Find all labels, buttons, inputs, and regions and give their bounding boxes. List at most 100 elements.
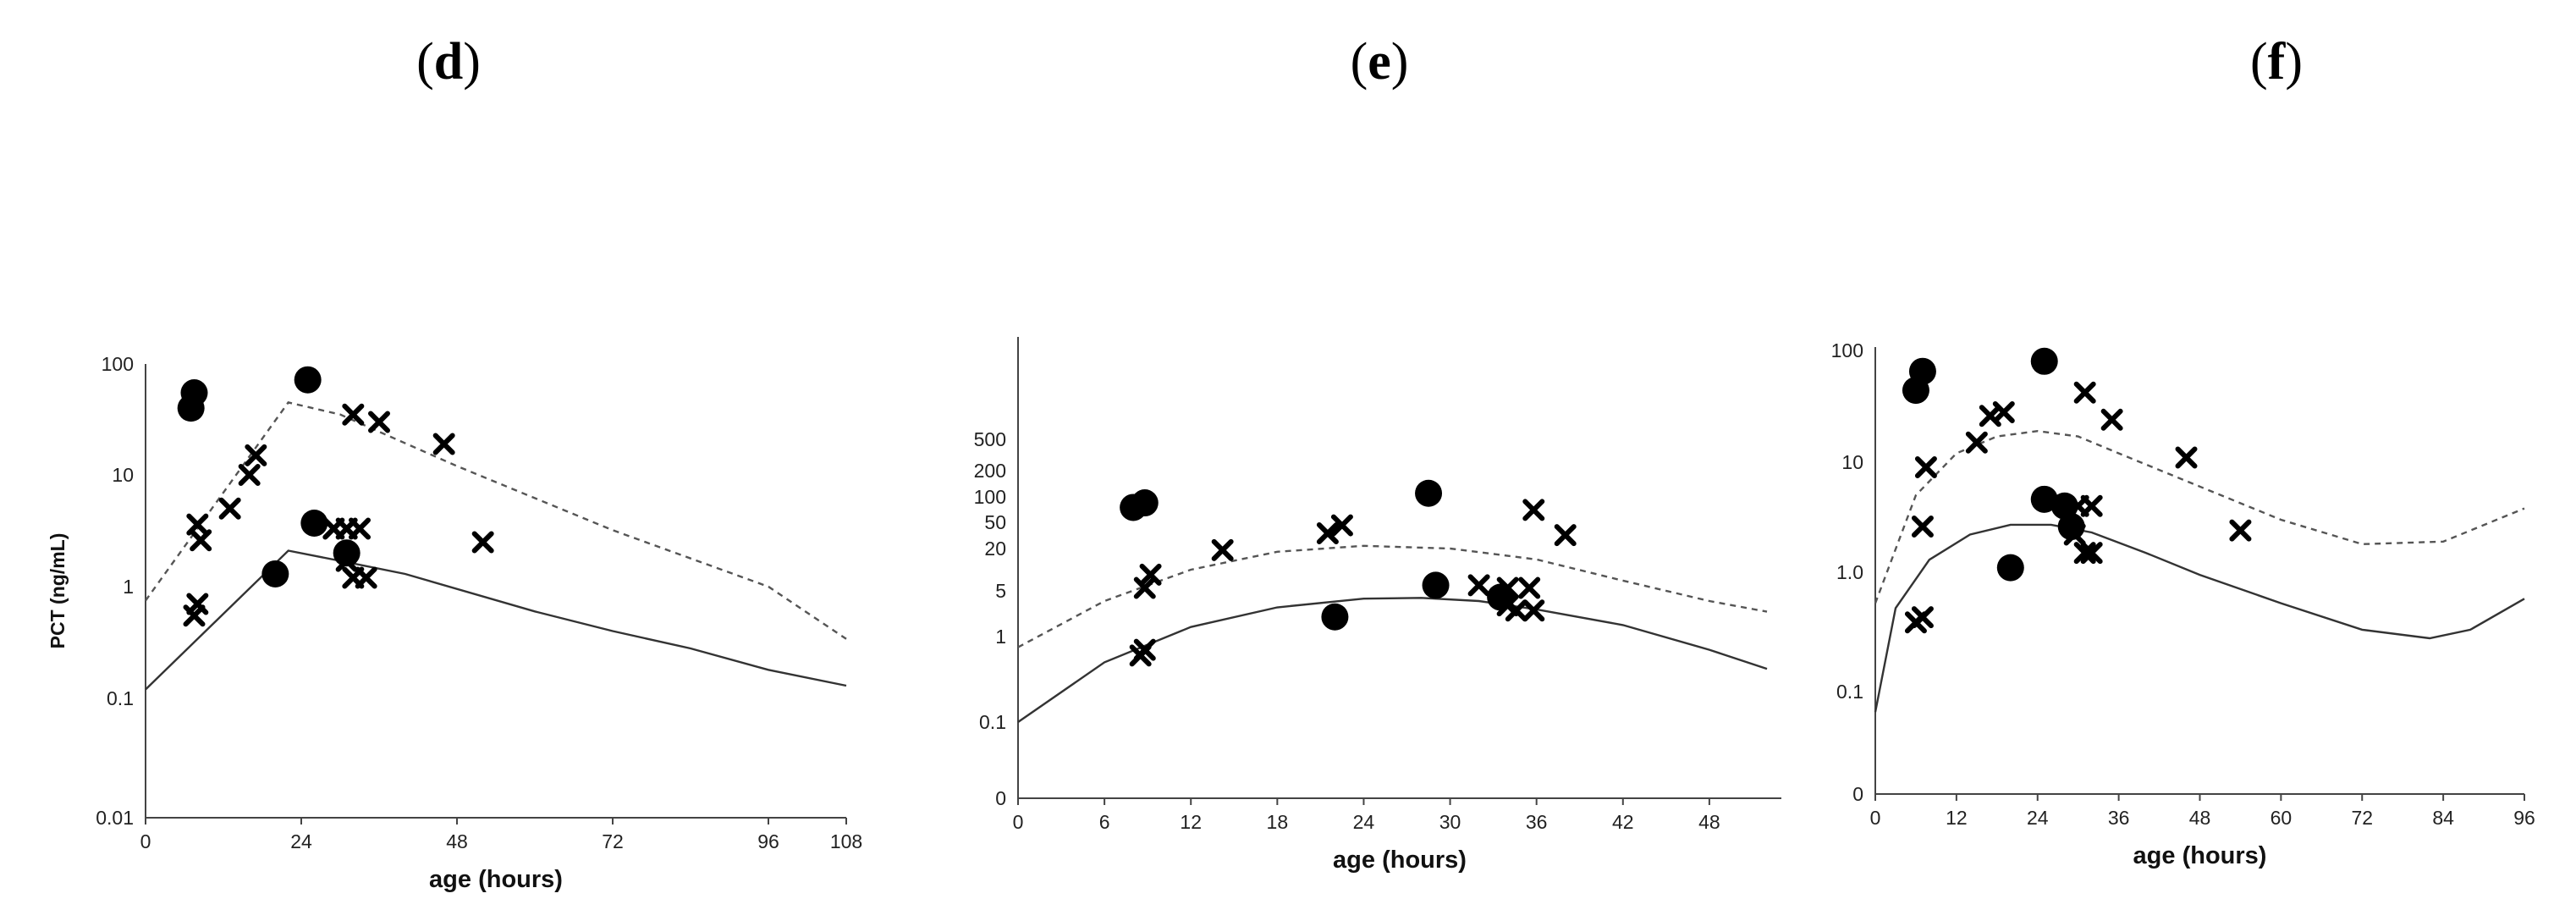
x-tick-label: 96 <box>2513 807 2535 829</box>
data-point-cross <box>335 549 358 572</box>
x-tick-label: 0 <box>1013 811 1024 833</box>
dashed-reference-line <box>1874 429 2525 604</box>
y-tick-label: 5 <box>995 580 1006 602</box>
y-tick-label: 100 <box>974 486 1006 508</box>
x-axis-label: age (hours) <box>429 866 563 893</box>
x-tick-label: 30 <box>1439 811 1461 833</box>
data-point-cross <box>432 433 455 455</box>
x-tick-label: 48 <box>2189 807 2211 829</box>
data-point-cross <box>218 497 241 520</box>
data-point-dot <box>180 379 208 407</box>
y-tick-label: 1.0 <box>1836 561 1863 583</box>
data-point-cross <box>1992 400 2015 423</box>
y-tick-label: 20 <box>984 538 1006 560</box>
y-tick-label: 100 <box>1831 339 1863 361</box>
x-tick-label: 0 <box>1870 807 1881 829</box>
y-tick-label: 10 <box>1841 451 1863 473</box>
solid-reference-line <box>145 549 847 691</box>
data-point-dot <box>294 366 322 394</box>
x-axis-label: age (hours) <box>1333 847 1467 874</box>
data-point-cross <box>245 444 267 466</box>
data-point-dot <box>1908 357 1936 385</box>
data-point-cross <box>2073 381 2096 404</box>
data-point-dot <box>1996 554 2024 582</box>
data-point-cross <box>2080 494 2103 517</box>
data-point-cross <box>1554 524 1577 547</box>
x-tick-label: 24 <box>290 830 312 852</box>
x-tick-label: 24 <box>1353 811 1375 833</box>
y-tick-label: 0.01 <box>96 807 134 829</box>
panel-label-f: (f) <box>2250 33 2303 91</box>
y-tick-label: 100 <box>102 353 134 375</box>
panel-label-e: (e) <box>1350 33 1409 91</box>
data-point-dot <box>2030 347 2058 375</box>
data-point-cross <box>1911 516 1934 538</box>
x-tick-label: 18 <box>1267 811 1289 833</box>
data-point-cross <box>349 517 371 540</box>
data-point-cross <box>342 403 365 426</box>
data-point-cross <box>1330 514 1353 537</box>
x-tick-label: 42 <box>1612 811 1634 833</box>
x-tick-label: 72 <box>602 830 624 852</box>
data-point-cross <box>1211 538 1234 561</box>
y-tick-label: 0.1 <box>979 711 1006 733</box>
data-point-cross <box>1911 606 1934 629</box>
data-point-cross <box>1133 576 1156 599</box>
data-point-dot <box>1415 479 1443 507</box>
data-point-cross <box>368 411 390 433</box>
x-tick-label: 12 <box>1180 811 1202 833</box>
x-tick-label: 24 <box>2027 807 2049 829</box>
x-axis-label: age (hours) <box>2133 842 2267 869</box>
x-tick-label: 48 <box>1698 811 1720 833</box>
data-point-cross <box>1467 574 1490 597</box>
data-point-cross <box>1522 599 1545 622</box>
chart-e: 0 6 12 18 24 30 36 42 48 0 0.1 1 5 20 50 100 200 500 age (… <box>974 337 1781 874</box>
y-tick-label: 0.1 <box>1836 681 1863 703</box>
data-point-cross <box>2175 446 2198 469</box>
x-tick-label: 6 <box>1099 811 1110 833</box>
y-tick-label: 1 <box>995 626 1006 648</box>
y-tick-label: 0 <box>995 787 1006 809</box>
data-point-cross <box>1518 576 1541 599</box>
data-point-cross <box>355 566 377 589</box>
data-point-cross <box>1505 599 1527 622</box>
x-tick-label: 108 <box>830 830 862 852</box>
x-tick-label: 12 <box>1946 807 1968 829</box>
y-tick-label: 500 <box>974 428 1006 450</box>
x-tick-label: 36 <box>1526 811 1548 833</box>
x-tick-label: 48 <box>446 830 468 852</box>
panel-label-d: (d) <box>416 33 481 91</box>
x-tick-label: 60 <box>2271 807 2293 829</box>
x-tick-label: 84 <box>2432 807 2454 829</box>
y-tick-label: 10 <box>112 464 134 486</box>
data-point-dot <box>1422 571 1450 599</box>
dashed-reference-line <box>145 401 847 640</box>
data-point-cross <box>1139 563 1162 586</box>
y-tick-label: 1 <box>123 576 134 598</box>
x-tick-label: 72 <box>2351 807 2373 829</box>
data-point-cross <box>1316 522 1339 545</box>
data-point-cross <box>2073 542 2096 565</box>
chart-d: 0 24 48 72 96 108 0.01 0.1 1 10 100 age (hours) PCT … <box>47 353 862 893</box>
y-tick-label: 0.1 <box>107 687 134 709</box>
data-point-dot <box>333 539 361 567</box>
y-axis-label: PCT (ng/mL) <box>47 533 69 649</box>
chart-f: 0 12 24 36 48 60 72 84 96 0 0.1 1.0 10 100 age (hours) <box>1831 339 2535 869</box>
data-point-cross <box>1965 431 1988 454</box>
data-point-cross <box>186 593 209 615</box>
x-tick-label: 36 <box>2108 807 2130 829</box>
x-tick-label: 0 <box>140 830 151 852</box>
solid-reference-line <box>1874 523 2525 713</box>
data-point-dot <box>1321 603 1349 631</box>
data-point-cross <box>1914 455 1937 478</box>
data-point-cross <box>238 464 261 486</box>
data-point-cross <box>2080 542 2103 565</box>
data-point-cross <box>1133 638 1156 661</box>
data-point-cross <box>2100 408 2123 431</box>
data-point-cross <box>2063 523 2086 546</box>
data-point-cross <box>471 531 494 554</box>
x-tick-label: 96 <box>757 830 779 852</box>
solid-reference-line <box>1017 597 1768 723</box>
data-point-cross <box>190 529 212 552</box>
